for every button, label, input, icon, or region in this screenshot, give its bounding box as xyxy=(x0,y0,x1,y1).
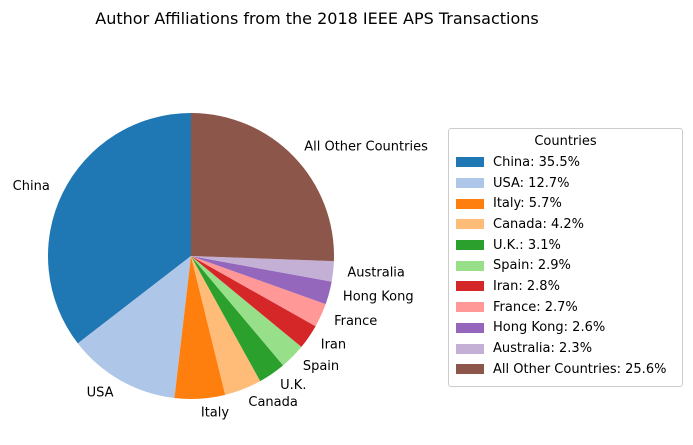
legend-label: Spain: 2.9% xyxy=(493,258,571,274)
legend-item-all-other-countries: All Other Countries: 25.6% xyxy=(456,359,675,380)
pie-label-spain: Spain xyxy=(303,359,339,374)
legend-label: Hong Kong: 2.6% xyxy=(493,320,606,336)
pie-label-usa: USA xyxy=(87,385,114,400)
legend-item-usa: USA: 12.7% xyxy=(456,173,675,194)
legend-item-iran: Iran: 2.8% xyxy=(456,276,675,297)
legend-item-canada: Canada: 4.2% xyxy=(456,214,675,235)
legend-title: Countries xyxy=(534,134,597,149)
legend-item-australia: Australia: 2.3% xyxy=(456,338,675,359)
legend-item-u-k: U.K.: 3.1% xyxy=(456,235,675,256)
legend-swatch xyxy=(456,178,484,189)
pie-slice-australia xyxy=(191,256,334,282)
legend-swatch xyxy=(456,240,484,251)
pie-slice-usa xyxy=(77,256,191,399)
legend-swatch xyxy=(456,343,484,354)
legend-label: U.K.: 3.1% xyxy=(493,237,561,253)
legend-label: Italy: 5.7% xyxy=(493,196,562,212)
legend-item-hong-kong: Hong Kong: 2.6% xyxy=(456,318,675,339)
pie-slice-spain xyxy=(191,256,302,366)
pie-slice-labels: China USA Italy Canada U.K. Spain Iran France Ho… xyxy=(13,139,428,420)
pie-slice-u-k xyxy=(191,256,284,382)
chart-title: Author Affiliations from the 2018 IEEE A… xyxy=(95,9,539,28)
legend-swatch xyxy=(456,198,484,209)
pie-slices xyxy=(48,112,335,400)
pie-slice-hong-kong xyxy=(191,256,332,305)
legend-swatch xyxy=(456,219,484,230)
pie-slice-iran xyxy=(191,256,316,347)
legend-swatch xyxy=(456,302,484,313)
pie-slice-france xyxy=(191,256,326,327)
pie-slice-italy xyxy=(174,256,226,400)
legend-label: China: 35.5% xyxy=(493,154,580,170)
legend-item-italy: Italy: 5.7% xyxy=(456,193,675,214)
pie-slice-all-other-countries xyxy=(191,112,335,262)
pie-label-china: China xyxy=(13,179,50,194)
legend-label: Australia: 2.3% xyxy=(493,341,593,357)
legend-swatch xyxy=(456,322,484,333)
pie-label-u-k: U.K. xyxy=(280,378,306,393)
legend-swatch xyxy=(456,364,484,375)
pie-label-hong-kong: Hong Kong xyxy=(343,289,414,304)
legend-label: Canada: 4.2% xyxy=(493,216,585,232)
legend-swatch xyxy=(456,281,484,292)
pie-label-canada: Canada xyxy=(248,395,297,410)
chart-legend: Countries China: 35.5% USA: 12.7% Italy: 5… xyxy=(448,128,683,387)
legend-label: France: 2.7% xyxy=(493,299,578,315)
legend-items: China: 35.5% USA: 12.7% Italy: 5.7% Canada:… xyxy=(456,152,675,380)
legend-item-spain: Spain: 2.9% xyxy=(456,255,675,276)
legend-swatch xyxy=(456,157,484,168)
pie-label-iran: Iran xyxy=(321,337,346,352)
pie-label-australia: Australia xyxy=(347,266,405,281)
legend-item-france: France: 2.7% xyxy=(456,297,675,318)
legend-label: Iran: 2.8% xyxy=(493,278,560,294)
pie-label-france: France xyxy=(334,314,377,329)
legend-label: USA: 12.7% xyxy=(493,175,570,191)
pie-label-italy: Italy xyxy=(201,405,230,420)
legend-swatch xyxy=(456,260,484,271)
pie-slice-china xyxy=(48,113,191,344)
pie-label-all-other-countries: All Other Countries xyxy=(304,139,428,154)
pie-slice-canada xyxy=(191,256,261,395)
legend-item-china: China: 35.5% xyxy=(456,152,675,173)
legend-label: All Other Countries: 25.6% xyxy=(493,361,667,377)
